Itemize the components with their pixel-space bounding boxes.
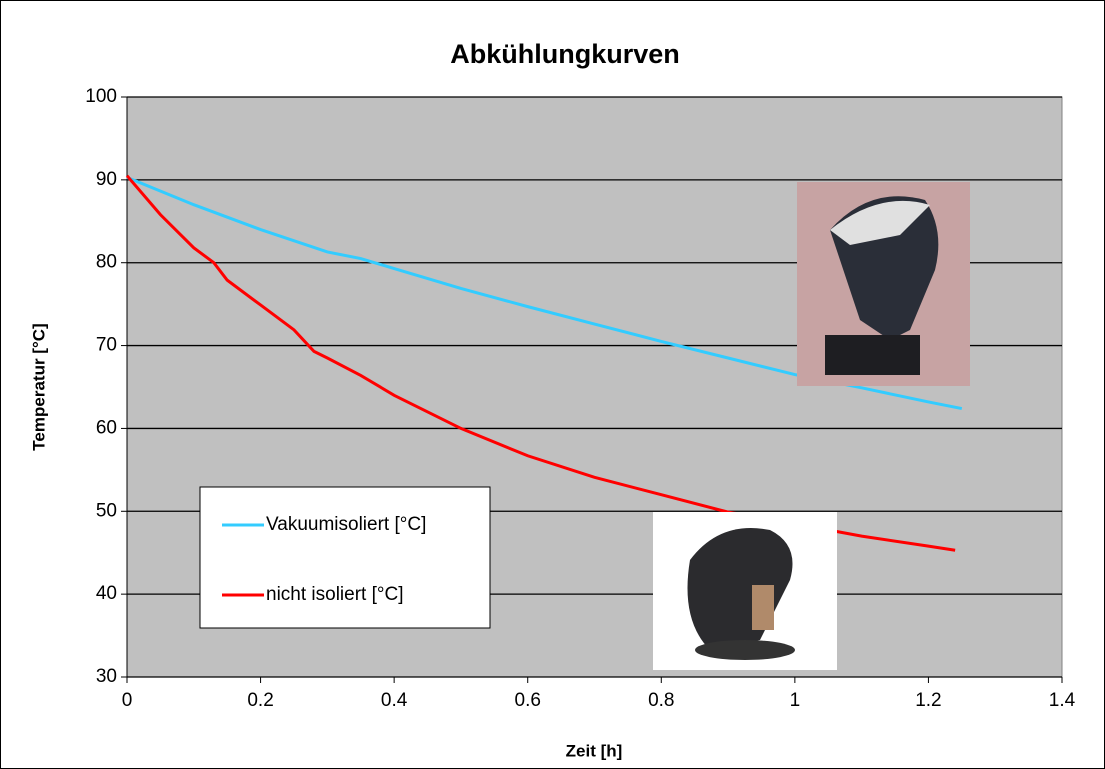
- chart: 30 40 50 60 70 80 90 100 0 0.2 0.4 0.6 0.8 1 1.2 1.4 Va…: [0, 0, 1105, 769]
- x-tick-label: 0.6: [515, 690, 541, 711]
- y-tick-label: 30: [96, 666, 117, 687]
- y-tick-label: 50: [96, 500, 117, 521]
- y-tick-label: 60: [96, 417, 117, 438]
- machine-base: [825, 335, 920, 375]
- y-tick-label: 80: [96, 252, 117, 273]
- x-tick-label: 0.4: [381, 690, 408, 711]
- x-tick-label: 1.4: [1049, 690, 1076, 711]
- glass: [752, 585, 774, 630]
- x-tick-label: 1: [790, 690, 801, 711]
- legend-layer: Vakuumisoliert [°C] nicht isoliert [°C]: [200, 487, 490, 628]
- x-axis-label: Zeit [h]: [566, 741, 623, 760]
- x-tick-label: 1.2: [915, 690, 941, 711]
- legend-label: Vakuumisoliert [°C]: [266, 514, 426, 535]
- legend-box: [200, 487, 490, 628]
- machine-base: [695, 640, 795, 660]
- x-tick-label: 0: [122, 690, 133, 711]
- y-tick-label: 90: [96, 169, 117, 190]
- legend-label: nicht isoliert [°C]: [266, 584, 403, 605]
- chart-title: Abkühlungkurven: [450, 39, 680, 69]
- y-axis-label: Temperatur [°C]: [29, 323, 48, 450]
- x-tick-label: 0.8: [648, 690, 674, 711]
- y-tick-label: 70: [96, 335, 117, 356]
- y-tick-label: 40: [96, 583, 117, 604]
- page: 30 40 50 60 70 80 90 100 0 0.2 0.4 0.6 0.8 1 1.2 1.4 Va…: [0, 0, 1105, 769]
- y-tick-label: 100: [85, 86, 117, 107]
- x-tick-label: 0.2: [247, 690, 273, 711]
